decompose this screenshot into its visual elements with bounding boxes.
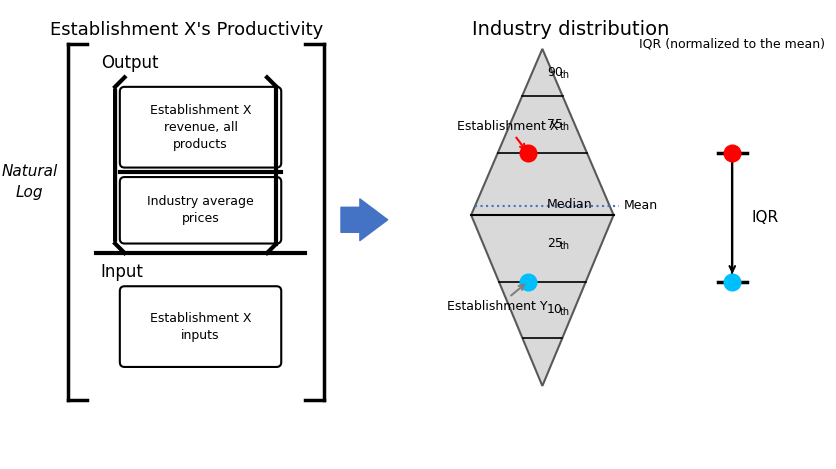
Text: Median: Median bbox=[547, 198, 592, 211]
Text: IQR (normalized to the mean): IQR (normalized to the mean) bbox=[639, 38, 824, 51]
Text: Establishment X's Productivity: Establishment X's Productivity bbox=[49, 21, 323, 39]
Text: Establishment Y: Establishment Y bbox=[447, 285, 548, 313]
Text: Mean: Mean bbox=[623, 199, 657, 212]
Text: th: th bbox=[558, 241, 569, 250]
FancyBboxPatch shape bbox=[120, 286, 281, 367]
Text: Establishment X
inputs: Establishment X inputs bbox=[150, 312, 251, 342]
Text: 10: 10 bbox=[547, 303, 563, 317]
Text: Industry distribution: Industry distribution bbox=[472, 20, 669, 39]
Text: Industry average
prices: Industry average prices bbox=[147, 195, 253, 225]
Text: 25: 25 bbox=[547, 237, 563, 250]
Text: th: th bbox=[558, 70, 569, 80]
FancyArrowPatch shape bbox=[340, 199, 387, 241]
Text: Output: Output bbox=[100, 54, 158, 72]
Polygon shape bbox=[471, 49, 613, 386]
FancyBboxPatch shape bbox=[120, 177, 281, 243]
Text: 75: 75 bbox=[547, 118, 563, 131]
Text: Input: Input bbox=[100, 263, 144, 281]
Text: 90: 90 bbox=[547, 66, 563, 79]
Text: IQR: IQR bbox=[751, 210, 777, 225]
Text: Establishment X
revenue, all
products: Establishment X revenue, all products bbox=[150, 104, 251, 151]
Text: Establishment X: Establishment X bbox=[456, 120, 558, 149]
Text: Natural
Log: Natural Log bbox=[2, 164, 58, 200]
Text: th: th bbox=[558, 122, 569, 132]
Text: th: th bbox=[558, 307, 569, 317]
FancyBboxPatch shape bbox=[120, 87, 281, 167]
